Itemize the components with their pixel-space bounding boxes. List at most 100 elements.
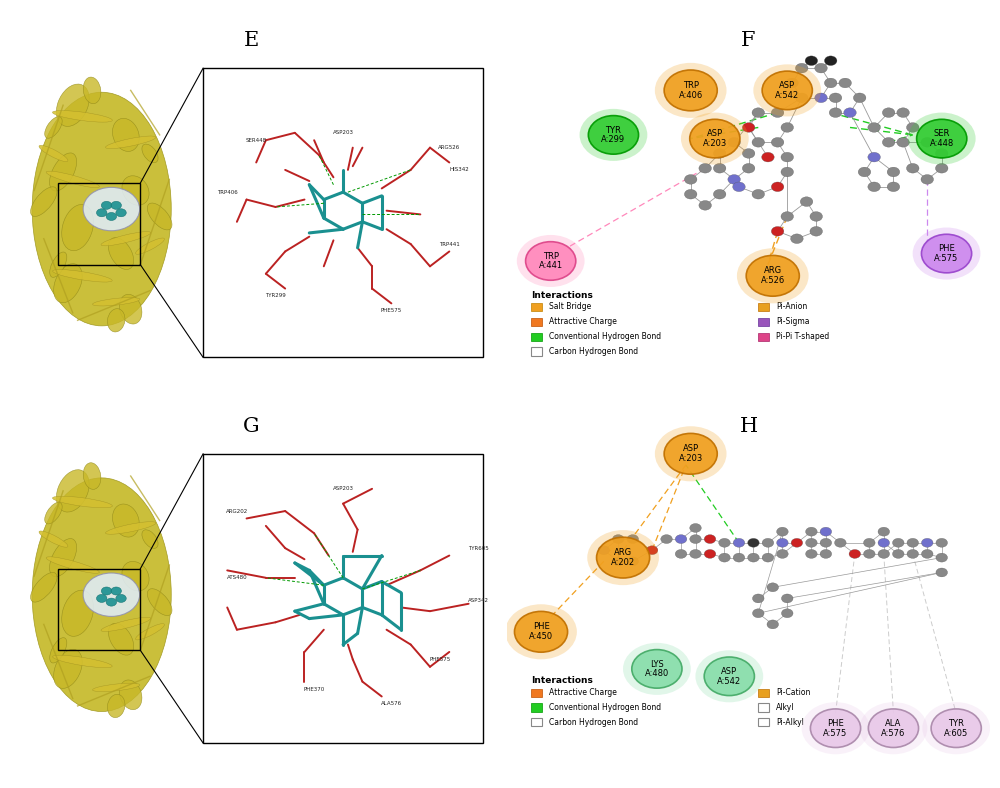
Circle shape [858,167,871,177]
Ellipse shape [105,522,156,534]
Circle shape [777,549,788,559]
Ellipse shape [32,478,171,712]
Text: PHE
A:575: PHE A:575 [934,244,959,263]
Circle shape [868,709,919,748]
Circle shape [815,63,827,73]
Ellipse shape [107,309,125,332]
Circle shape [753,65,821,117]
Circle shape [752,594,764,603]
Text: TYR
A:605: TYR A:605 [944,719,968,738]
Circle shape [704,657,754,696]
Circle shape [742,149,755,158]
Circle shape [690,119,740,158]
Bar [758,704,769,712]
Circle shape [752,609,764,618]
Circle shape [719,553,730,562]
Circle shape [935,163,948,173]
Circle shape [906,123,919,132]
Text: Alkyl: Alkyl [776,703,795,712]
Circle shape [791,234,803,243]
Ellipse shape [136,238,164,255]
Circle shape [116,209,126,217]
Circle shape [762,152,774,162]
Circle shape [748,553,759,562]
Circle shape [684,189,697,199]
Bar [531,689,542,697]
Circle shape [742,163,755,173]
Circle shape [913,228,980,280]
Circle shape [853,93,866,102]
Ellipse shape [52,110,112,122]
Ellipse shape [101,617,151,631]
Circle shape [97,209,107,217]
Ellipse shape [46,171,99,188]
Circle shape [829,93,842,102]
Bar [758,333,769,340]
Circle shape [690,534,701,544]
Circle shape [771,108,784,117]
Text: Pi-Sigma: Pi-Sigma [776,318,810,326]
Circle shape [820,527,832,536]
Circle shape [627,557,639,566]
Bar [531,333,542,340]
Circle shape [791,538,803,547]
Text: TRP
A:441: TRP A:441 [539,251,563,270]
Circle shape [806,527,817,536]
Circle shape [588,116,639,154]
Ellipse shape [122,561,149,591]
Text: ALA576: ALA576 [381,701,402,706]
Text: ASP
A:203: ASP A:203 [703,129,727,148]
Circle shape [713,189,726,199]
Ellipse shape [50,153,77,191]
Circle shape [713,149,726,158]
Circle shape [805,56,818,65]
Bar [58,569,140,650]
Bar [758,318,769,326]
Ellipse shape [56,84,89,126]
Ellipse shape [122,176,149,205]
Ellipse shape [83,77,101,104]
Text: ARG
A:526: ARG A:526 [761,266,785,285]
Bar [531,704,542,712]
Text: HIS342: HIS342 [449,167,469,173]
Circle shape [612,557,624,566]
Circle shape [737,248,809,303]
Text: PHE575: PHE575 [381,308,402,314]
Circle shape [752,137,765,147]
Circle shape [908,113,976,165]
Circle shape [728,175,740,184]
Circle shape [111,587,121,595]
Ellipse shape [31,187,57,217]
Circle shape [767,583,779,592]
Text: PHE
A:450: PHE A:450 [529,623,553,641]
Circle shape [810,212,822,221]
Circle shape [598,546,610,555]
Circle shape [802,702,869,754]
Text: Pi-Anion: Pi-Anion [776,303,807,311]
Text: TRP406: TRP406 [217,190,238,195]
Text: Interactions: Interactions [531,291,593,299]
Circle shape [922,702,990,754]
Text: G: G [243,417,260,436]
Circle shape [690,523,701,533]
Circle shape [878,527,890,536]
Circle shape [815,93,827,102]
Circle shape [921,538,933,547]
Ellipse shape [108,238,134,269]
Circle shape [646,546,658,555]
Ellipse shape [31,572,57,602]
Ellipse shape [108,623,134,655]
Bar [203,68,483,358]
Circle shape [936,568,948,577]
Ellipse shape [56,470,89,512]
Ellipse shape [107,694,125,718]
Circle shape [111,202,121,210]
Circle shape [931,709,981,748]
Circle shape [517,235,585,287]
Circle shape [627,534,639,544]
Ellipse shape [39,145,68,162]
Circle shape [526,242,576,281]
Circle shape [868,152,880,162]
Circle shape [795,63,808,73]
Circle shape [106,213,117,221]
